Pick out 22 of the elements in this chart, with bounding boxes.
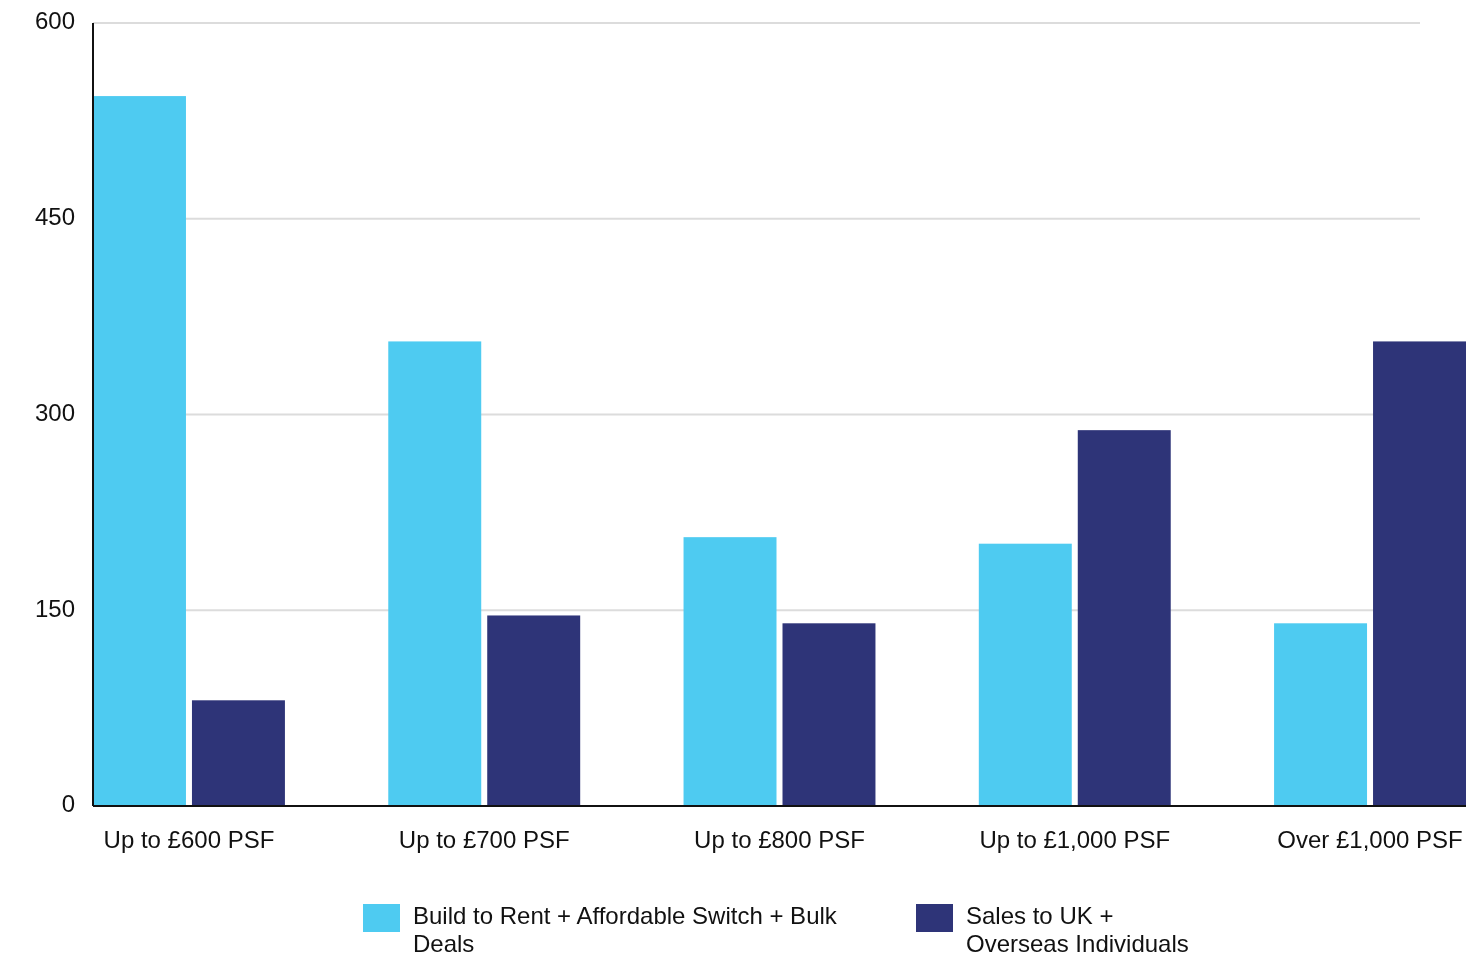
bar xyxy=(388,341,482,806)
x-tick-label: Over £1,000 PSF xyxy=(1277,826,1463,854)
x-tick-label: Up to £600 PSF xyxy=(103,826,275,854)
x-tick-label: Up to £1,000 PSF xyxy=(979,826,1171,854)
bar xyxy=(93,96,186,806)
bar xyxy=(782,623,876,806)
y-tick-label: 150 xyxy=(34,594,75,622)
x-tick-label: Up to £800 PSF xyxy=(694,826,865,854)
bar xyxy=(978,543,1072,806)
bar xyxy=(487,615,581,806)
y-tick-label: 0 xyxy=(61,790,75,818)
bar xyxy=(191,700,285,806)
y-tick-label: 600 xyxy=(34,7,75,35)
x-tick-label: Up to £700 PSF xyxy=(398,826,570,854)
bar xyxy=(1274,623,1368,806)
y-tick-label: 450 xyxy=(34,203,75,231)
bar xyxy=(1373,341,1466,806)
bar xyxy=(683,537,777,806)
bar xyxy=(1077,430,1171,806)
legend-label: Build to Rent + Affordable Switch + Bulk Deals xyxy=(413,902,838,958)
legend-label: Sales to UK + Overseas Individuals xyxy=(966,902,1189,958)
y-tick-label: 300 xyxy=(34,398,75,426)
